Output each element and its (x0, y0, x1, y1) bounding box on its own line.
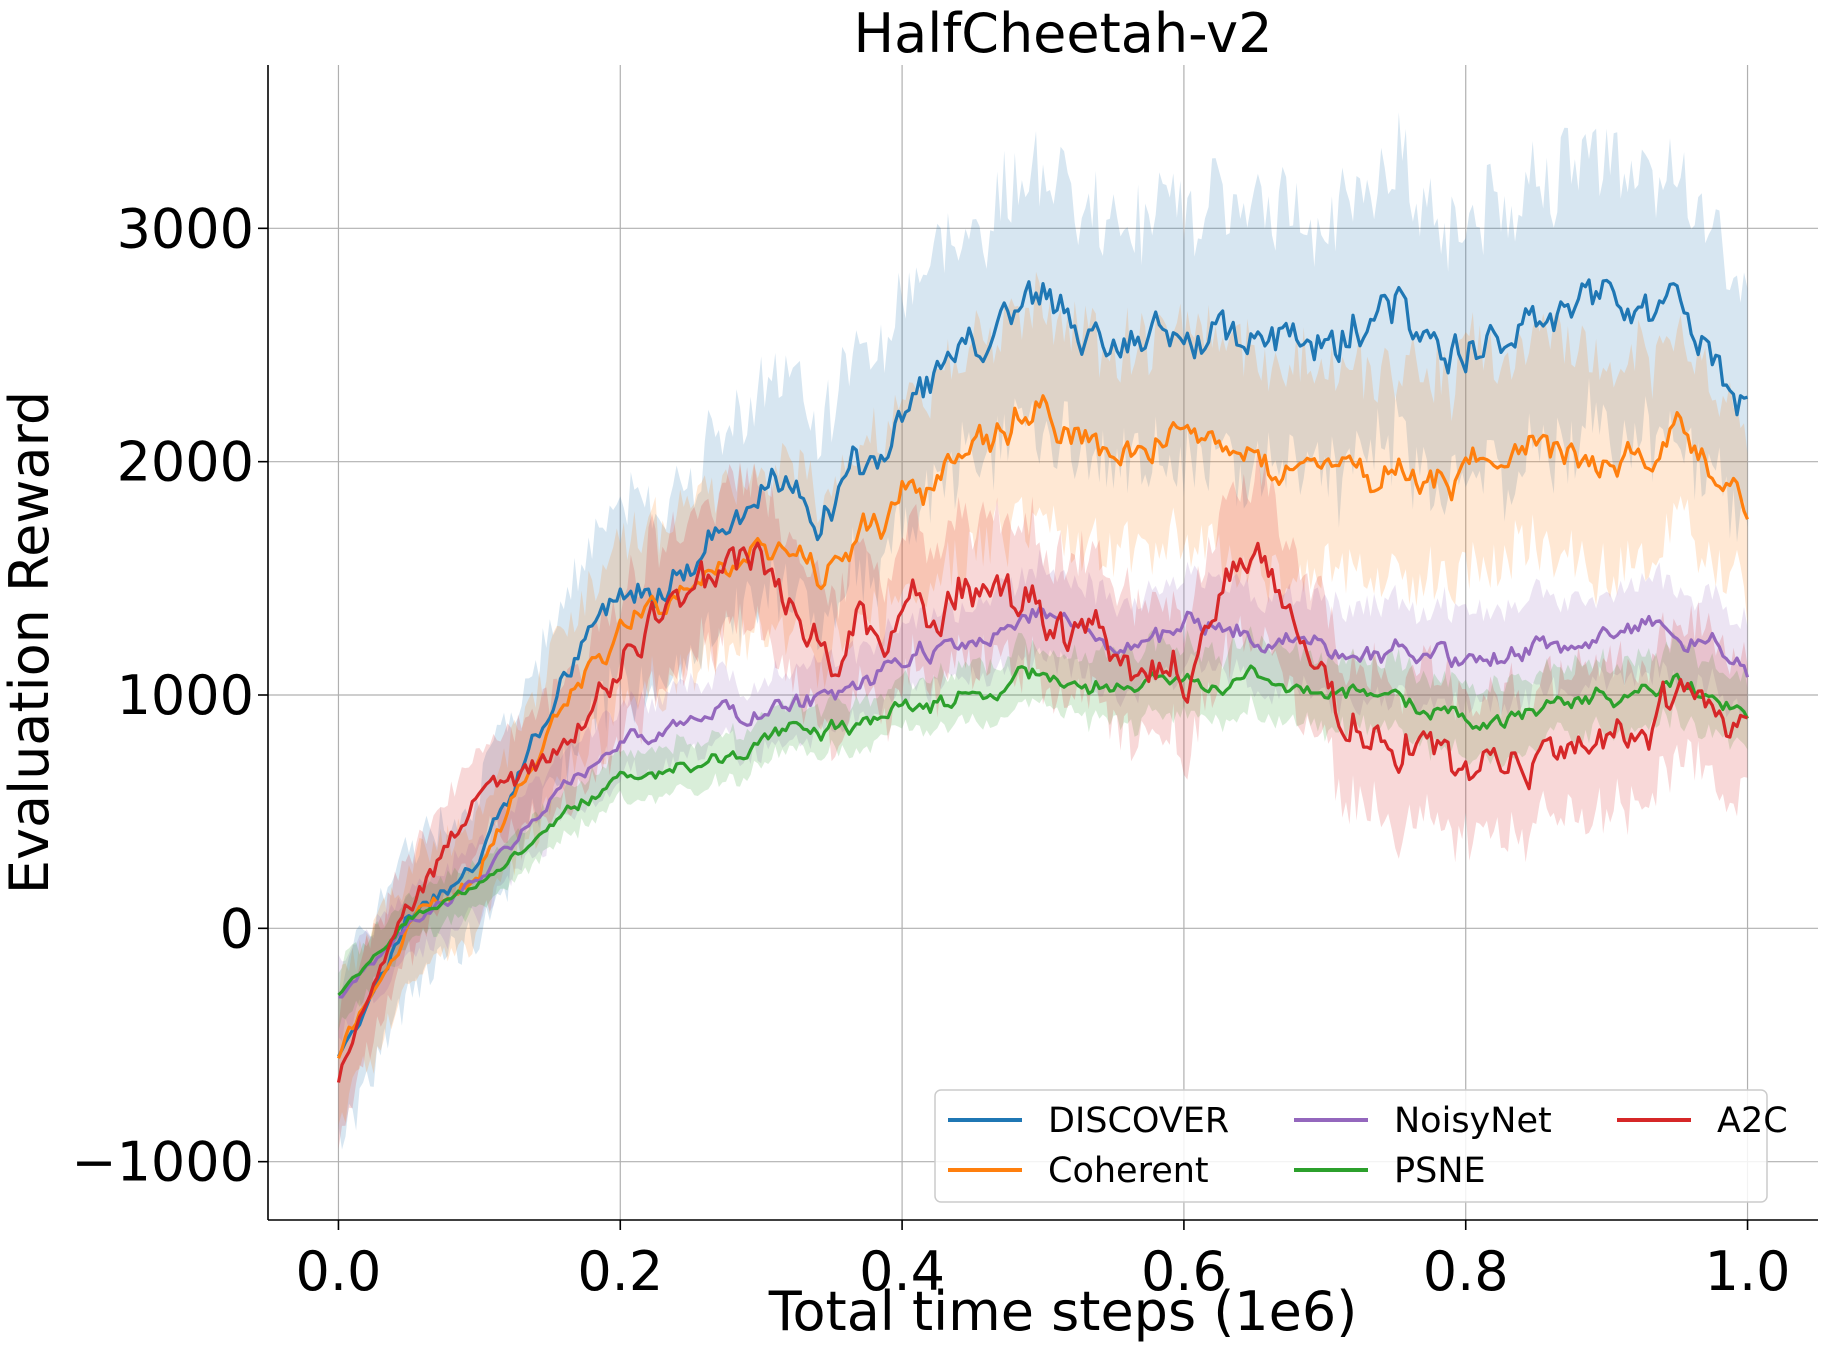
y-tick-label: 1000 (117, 664, 254, 727)
band-discover (338, 112, 1748, 1150)
band-noisynet (338, 549, 1748, 1041)
y-tick-label: 3000 (117, 197, 254, 260)
chart-title: HalfCheetah-v2 (854, 2, 1273, 65)
line-noisynet (338, 606, 1750, 999)
line-a2c (336, 541, 1748, 1083)
x-tick-label: 1.0 (1705, 1240, 1791, 1303)
x-tick-label: 0.8 (1423, 1240, 1509, 1303)
legend-label-a2c: A2C (1717, 1101, 1788, 1141)
x-axis-title: Total time steps (1e6) (768, 1280, 1358, 1343)
ticks: 0.0 0.2 0.4 0.6 0.8 1.0 −1000 0 1000 2000 3000 (71, 197, 1790, 1303)
y-tick-label: 0 (220, 897, 254, 960)
legend-label-discover: DISCOVER (1048, 1101, 1229, 1141)
legend-label-coherent: Coherent (1048, 1151, 1209, 1191)
x-tick-label: 0.2 (577, 1240, 663, 1303)
y-tick-label: −1000 (71, 1131, 254, 1194)
legend-box (934, 1089, 1768, 1203)
x-tick-label: 0.6 (1141, 1240, 1227, 1303)
y-axis-title: Evaluation Reward (0, 391, 61, 894)
axes (267, 65, 1818, 1221)
legend-label-noisynet: NoisyNet (1394, 1101, 1552, 1141)
grid (268, 65, 1818, 1220)
line-discover (337, 278, 1748, 1058)
x-tick-label: 0.4 (859, 1240, 945, 1303)
line-psne (337, 664, 1749, 997)
y-tick-label: 2000 (117, 431, 254, 494)
x-tick-label: 0.0 (296, 1240, 382, 1303)
legend: DISCOVER Coherent NoisyNet PSNE A2C (934, 1089, 1788, 1203)
band-coherent (338, 271, 1748, 1126)
line-coherent (337, 394, 1749, 1059)
legend-label-psne: PSNE (1394, 1151, 1486, 1191)
confidence-bands (338, 112, 1748, 1150)
band-a2c (338, 445, 1748, 1149)
series-lines (336, 278, 1750, 1083)
